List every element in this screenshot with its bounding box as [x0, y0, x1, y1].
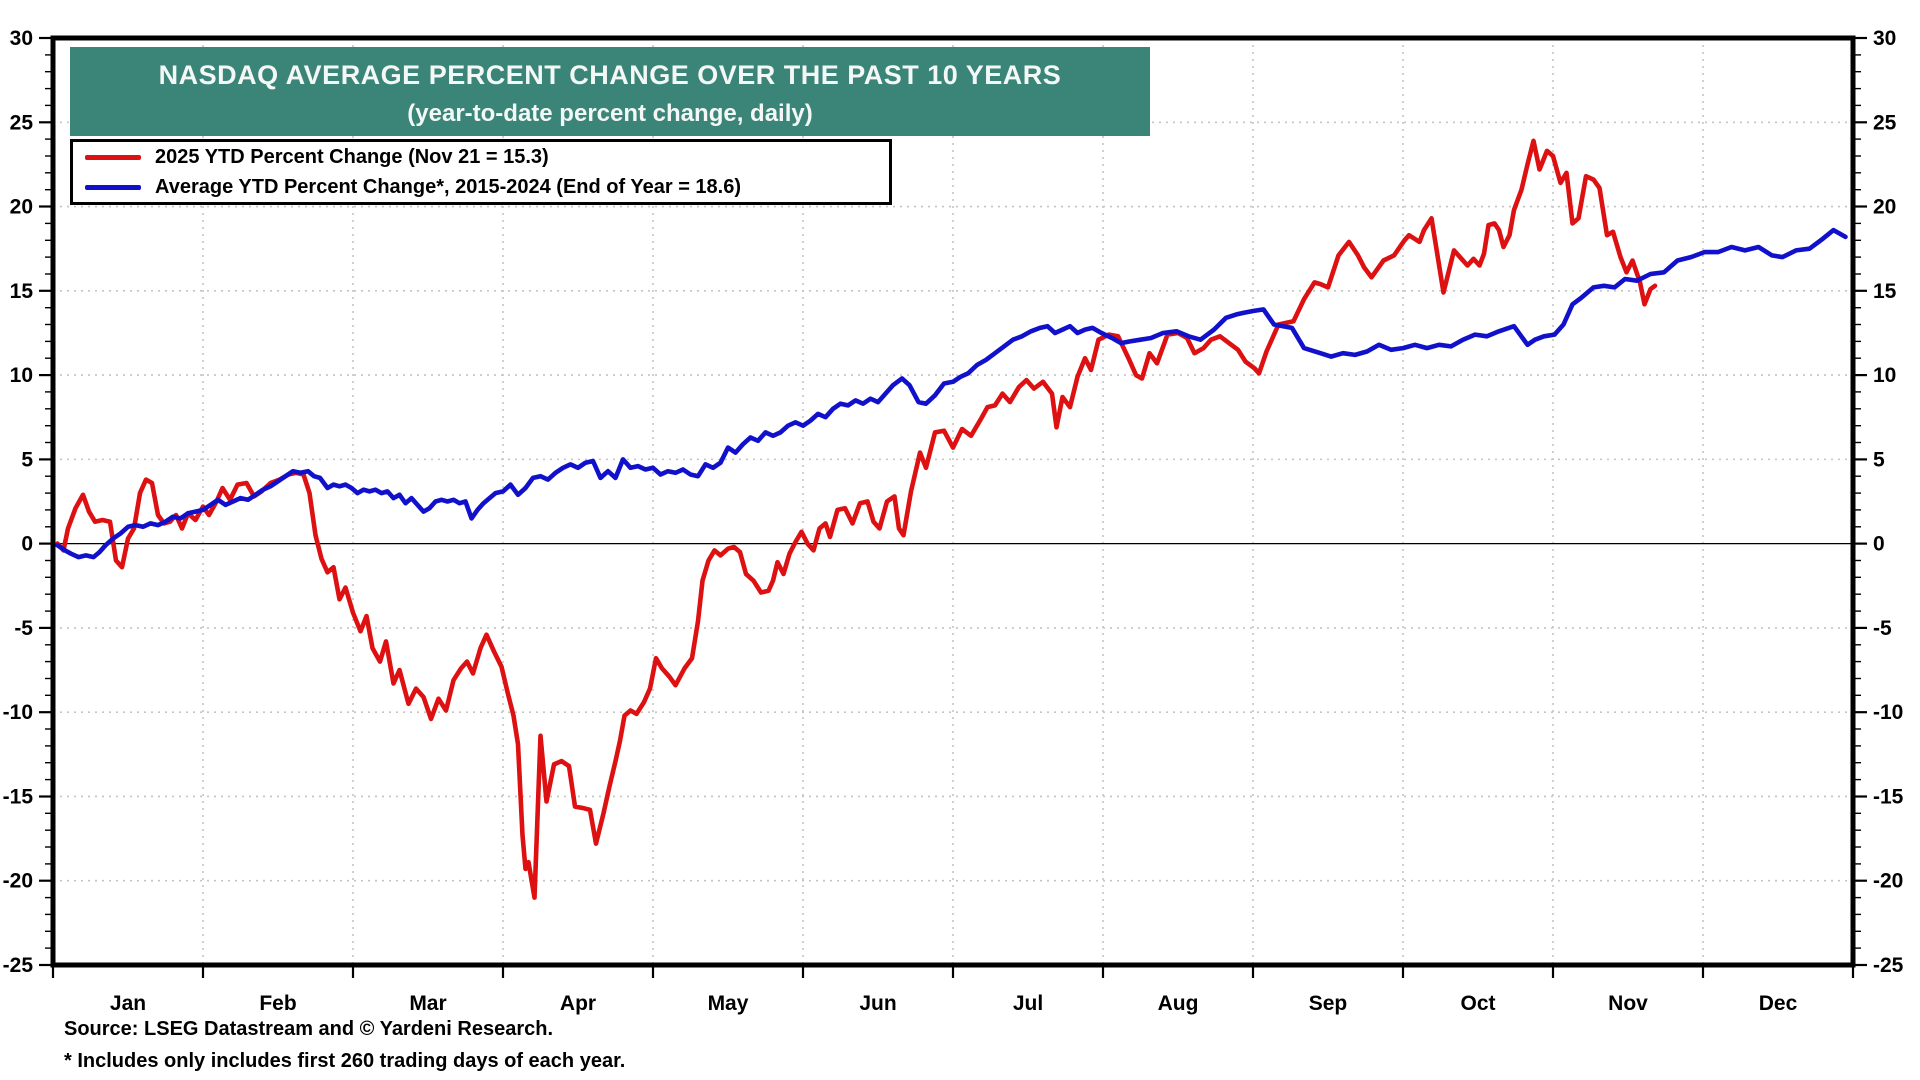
svg-text:20: 20: [10, 196, 33, 219]
svg-text:-5: -5: [1873, 617, 1892, 640]
svg-text:-25: -25: [1873, 954, 1904, 977]
svg-text:0: 0: [21, 533, 33, 556]
svg-text:5: 5: [1873, 448, 1885, 471]
svg-text:Nov: Nov: [1608, 992, 1648, 1015]
red-line-swatch: [85, 154, 141, 160]
svg-text:15: 15: [1873, 280, 1897, 303]
svg-text:5: 5: [21, 448, 33, 471]
legend-item-average: Average YTD Percent Change*, 2015-2024 (…: [85, 175, 889, 199]
svg-text:Feb: Feb: [259, 992, 296, 1015]
svg-text:Oct: Oct: [1460, 992, 1495, 1015]
svg-text:10: 10: [10, 364, 33, 387]
svg-text:Dec: Dec: [1759, 992, 1798, 1015]
svg-text:-10: -10: [1873, 701, 1903, 724]
source-note: Source: LSEG Datastream and © Yardeni Re…: [64, 1018, 554, 1040]
svg-text:-25: -25: [3, 954, 34, 977]
legend-item-2025: 2025 YTD Percent Change (Nov 21 = 15.3): [85, 145, 889, 169]
blue-line-swatch: [85, 184, 141, 190]
svg-text:Jul: Jul: [1013, 992, 1043, 1015]
svg-text:Apr: Apr: [560, 992, 596, 1015]
svg-text:30: 30: [1873, 27, 1896, 50]
legend-label-2025: 2025 YTD Percent Change (Nov 21 = 15.3): [155, 145, 549, 168]
svg-text:-20: -20: [1873, 870, 1903, 893]
legend-label-average: Average YTD Percent Change*, 2015-2024 (…: [155, 175, 742, 198]
svg-text:10: 10: [1873, 364, 1896, 387]
chart-subtitle: (year-to-date percent change, daily): [407, 100, 813, 127]
svg-text:25: 25: [1873, 111, 1897, 134]
svg-text:Aug: Aug: [1158, 992, 1199, 1015]
svg-text:30: 30: [10, 27, 33, 50]
svg-text:Mar: Mar: [409, 992, 446, 1015]
svg-text:May: May: [708, 992, 749, 1015]
svg-text:Jan: Jan: [110, 992, 146, 1015]
svg-text:-5: -5: [14, 617, 33, 640]
footnote: * Includes only includes first 260 tradi…: [64, 1050, 626, 1072]
svg-text:-15: -15: [3, 786, 34, 809]
svg-text:0: 0: [1873, 533, 1885, 556]
chart-title: NASDAQ AVERAGE PERCENT CHANGE OVER THE P…: [158, 60, 1062, 90]
svg-text:-10: -10: [3, 701, 33, 724]
svg-text:25: 25: [10, 111, 34, 134]
svg-text:Jun: Jun: [859, 992, 896, 1015]
svg-text:-20: -20: [3, 870, 33, 893]
legend: 2025 YTD Percent Change (Nov 21 = 15.3) …: [70, 139, 892, 205]
svg-text:Sep: Sep: [1309, 992, 1348, 1015]
title-banner: NASDAQ AVERAGE PERCENT CHANGE OVER THE P…: [70, 47, 1150, 136]
footer: Source: LSEG Datastream and © Yardeni Re…: [64, 1013, 625, 1077]
svg-text:15: 15: [10, 280, 34, 303]
svg-text:-15: -15: [1873, 786, 1904, 809]
svg-text:20: 20: [1873, 196, 1896, 219]
